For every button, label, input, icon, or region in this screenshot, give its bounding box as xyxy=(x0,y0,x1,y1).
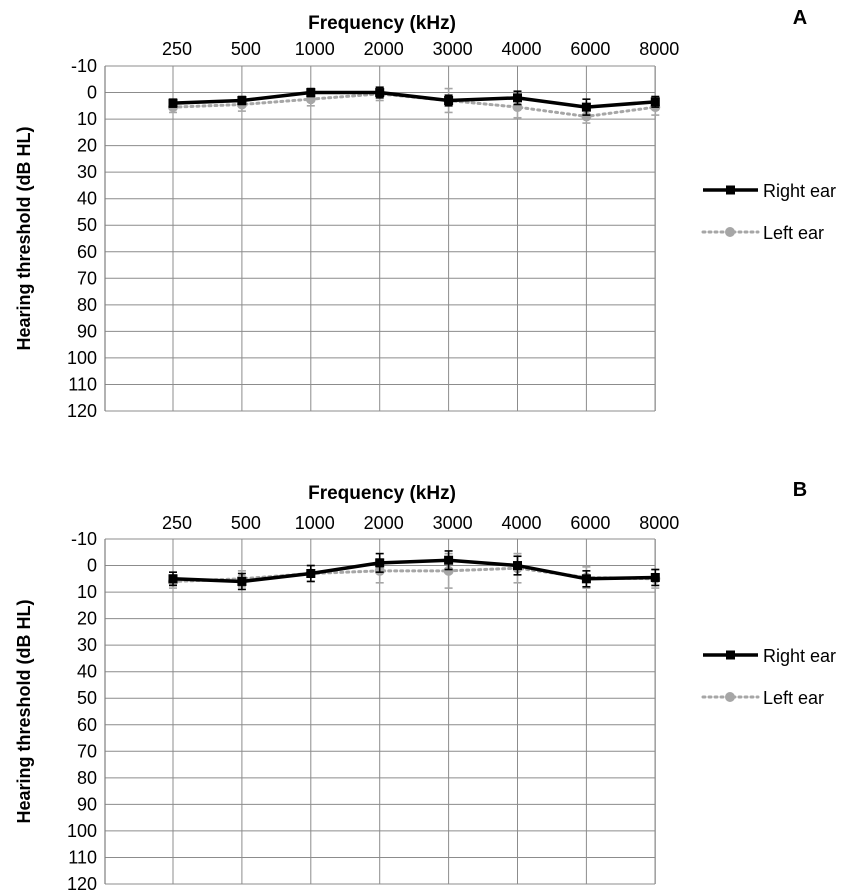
y-tick-label: 60 xyxy=(77,715,97,735)
data-point-marker xyxy=(168,98,178,108)
y-tick-label: 70 xyxy=(77,268,97,288)
legend-label: Left ear xyxy=(763,223,824,243)
x-tick-label: 2000 xyxy=(364,513,404,533)
data-point-marker xyxy=(237,96,247,105)
series-line xyxy=(172,558,656,584)
y-tick-label: 80 xyxy=(77,295,97,315)
y-tick-label: 90 xyxy=(77,794,97,814)
x-tick-label: 4000 xyxy=(501,39,541,59)
y-tick-label: 30 xyxy=(77,162,97,182)
legend-marker xyxy=(725,692,735,702)
x-tick-label: 250 xyxy=(162,513,192,533)
y-tick-label: 100 xyxy=(67,821,97,841)
series-right-ear xyxy=(168,550,660,591)
panel-letter: A xyxy=(793,7,807,29)
y-tick-label: 70 xyxy=(77,741,97,761)
legend-marker xyxy=(726,185,735,195)
data-point-marker xyxy=(581,111,592,122)
data-point-marker xyxy=(375,558,385,568)
y-tick-label: 30 xyxy=(77,635,97,655)
legend-label: Right ear xyxy=(763,181,836,201)
data-point-marker xyxy=(237,576,247,586)
data-point-marker xyxy=(513,561,522,571)
data-point-marker xyxy=(581,102,591,112)
y-tick-label: 50 xyxy=(77,688,97,708)
y-tick-label: 120 xyxy=(67,401,97,421)
y-tick-label: 90 xyxy=(77,321,97,341)
x-tick-label: 6000 xyxy=(570,513,610,533)
y-tick-label: 20 xyxy=(77,609,97,629)
legend-item: Left ear xyxy=(701,688,824,708)
x-tick-label: 1000 xyxy=(295,39,335,59)
y-axis-title: Hearing threshold (dB HL) xyxy=(14,599,34,823)
y-tick-label: 60 xyxy=(77,242,97,262)
legend-label: Right ear xyxy=(763,646,836,666)
y-axis-title: Hearing threshold (dB HL) xyxy=(14,126,34,350)
y-tick-label: 120 xyxy=(67,874,97,894)
data-point-marker xyxy=(513,93,522,103)
panel-a: -10 0 10 20 30 40 50 60 70 80 90 100 110 120 250 500 100… xyxy=(14,7,836,421)
y-tick-label: 50 xyxy=(77,215,97,235)
x-tick-label: 4000 xyxy=(501,513,541,533)
x-tick-label: 6000 xyxy=(570,39,610,59)
data-point-marker xyxy=(650,572,660,582)
data-point-marker xyxy=(375,88,385,98)
legend-marker xyxy=(725,227,735,237)
y-tick-label: 40 xyxy=(77,189,97,209)
x-tick-label: 8000 xyxy=(639,513,679,533)
x-axis-title: Frequency (kHz) xyxy=(308,13,456,34)
y-tick-label: -10 xyxy=(71,56,97,76)
x-tick-label: 8000 xyxy=(639,39,679,59)
data-point-marker xyxy=(306,88,316,98)
legend-item: Right ear xyxy=(703,181,836,201)
series-right-ear xyxy=(168,86,660,116)
x-tick-label: 1000 xyxy=(295,513,335,533)
y-tick-label: 0 xyxy=(87,556,97,576)
x-tick-label: 3000 xyxy=(433,39,473,59)
data-point-marker xyxy=(444,96,454,105)
data-point-marker xyxy=(306,569,316,578)
x-tick-label: 250 xyxy=(162,39,192,59)
y-tick-label: 110 xyxy=(68,847,97,867)
y-tick-label: 20 xyxy=(77,136,97,156)
data-point-marker xyxy=(168,574,178,584)
x-tick-label: 3000 xyxy=(433,513,473,533)
legend-item: Left ear xyxy=(701,223,824,243)
y-tick-label: 40 xyxy=(77,662,97,682)
data-point-marker xyxy=(444,555,454,565)
data-point-marker xyxy=(581,574,591,584)
y-tick-label: 110 xyxy=(68,374,97,394)
y-tick-label: 10 xyxy=(77,109,97,129)
panel-letter: B xyxy=(793,479,807,501)
data-point-marker xyxy=(443,565,454,576)
panel-b: -10 0 10 20 30 40 50 60 70 80 90 100 110 120 250 500 100… xyxy=(14,479,836,894)
y-tick-label: 0 xyxy=(87,83,97,103)
x-axis-title: Frequency (kHz) xyxy=(308,483,456,504)
y-tick-label: 10 xyxy=(77,582,97,602)
y-tick-label: -10 xyxy=(71,529,97,549)
series-line xyxy=(172,90,656,109)
y-tick-label: 100 xyxy=(67,348,97,368)
x-tick-label: 500 xyxy=(231,39,261,59)
y-tick-label: 80 xyxy=(77,768,97,788)
x-tick-label: 2000 xyxy=(364,39,404,59)
data-point-marker xyxy=(650,97,660,107)
legend-marker xyxy=(726,650,735,660)
x-tick-label: 500 xyxy=(231,513,261,533)
legend-label: Left ear xyxy=(763,688,824,708)
legend-item: Right ear xyxy=(703,646,836,666)
